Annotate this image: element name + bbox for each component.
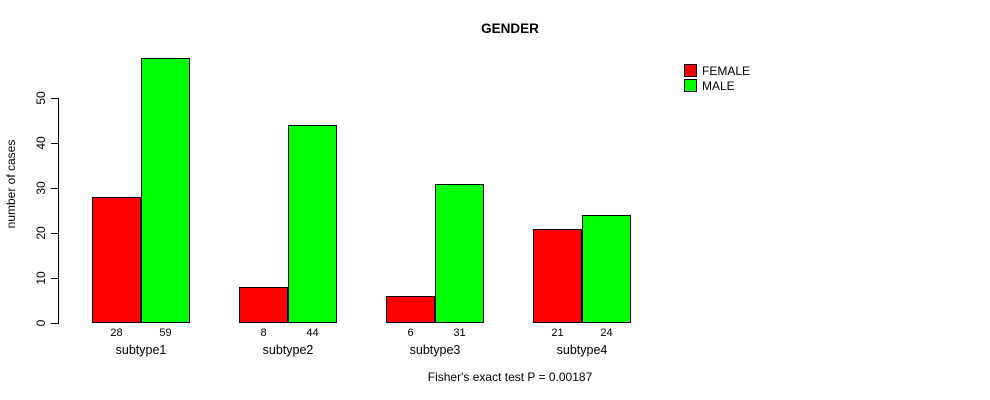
bar-value-label: 44 <box>306 327 319 339</box>
y-tick-label: 50 <box>34 91 48 105</box>
bar-male-subtype2 <box>288 125 337 323</box>
bar-value-label: 59 <box>159 327 172 339</box>
y-tick <box>51 278 58 279</box>
bar-male-subtype4 <box>582 215 631 323</box>
x-category-label: subtype3 <box>409 343 461 357</box>
annotation-text: Fisher's exact test P = 0.00187 <box>427 370 593 384</box>
bar-female-subtype3 <box>386 296 435 323</box>
y-tick <box>51 98 58 99</box>
bar-female-subtype2 <box>239 287 288 323</box>
bar-value-label: 31 <box>453 327 466 339</box>
legend-item-male: MALE <box>684 78 750 93</box>
bar-female-subtype1 <box>92 197 141 323</box>
y-tick <box>51 143 58 144</box>
bar-value-label: 8 <box>260 327 267 339</box>
bar-value-label: 24 <box>600 327 613 339</box>
y-tick-label: 40 <box>34 136 48 150</box>
x-category-label: subtype1 <box>115 343 167 357</box>
y-tick <box>51 188 58 189</box>
legend: FEMALE MALE <box>684 64 750 94</box>
chart-title: GENDER <box>481 21 539 36</box>
bar-value-label: 28 <box>110 327 123 339</box>
y-tick-label: 20 <box>34 226 48 240</box>
y-tick-label: 0 <box>34 319 48 327</box>
legend-label: MALE <box>702 78 735 93</box>
y-axis-line <box>58 98 59 324</box>
legend-swatch-male <box>684 79 697 92</box>
y-tick-label: 30 <box>34 181 48 195</box>
y-tick <box>51 323 58 324</box>
bar-value-label: 21 <box>551 327 564 339</box>
legend-label: FEMALE <box>702 63 751 78</box>
y-axis-label: number of cases <box>4 139 18 229</box>
y-tick <box>51 233 58 234</box>
y-tick-label: 10 <box>34 271 48 285</box>
legend-item-female: FEMALE <box>684 63 751 78</box>
x-category-label: subtype2 <box>262 343 314 357</box>
bar-value-label: 6 <box>407 327 414 339</box>
x-category-label: subtype4 <box>556 343 608 357</box>
bar-female-subtype4 <box>533 228 582 323</box>
bar-male-subtype1 <box>141 57 190 323</box>
legend-swatch-female <box>684 64 697 77</box>
bar-male-subtype3 <box>435 183 484 323</box>
